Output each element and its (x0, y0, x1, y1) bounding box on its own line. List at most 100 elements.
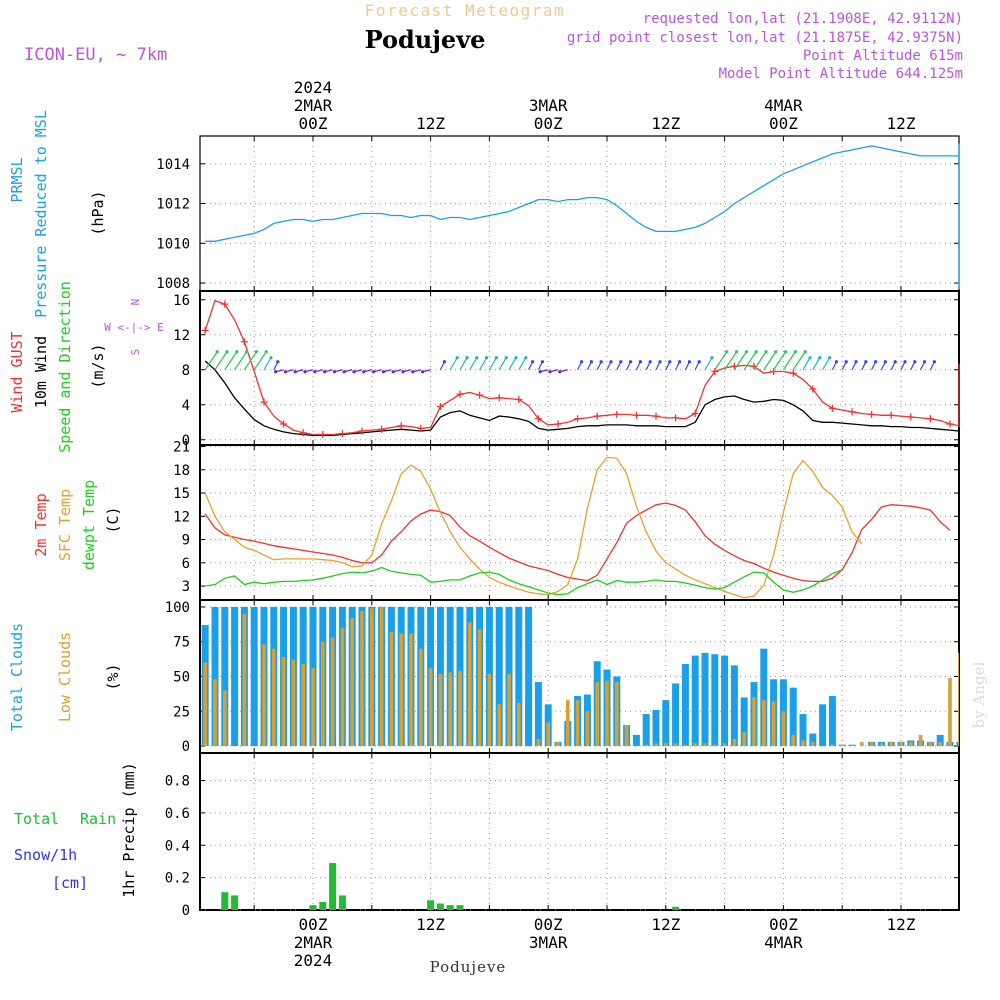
rain-label-a: Total (14, 810, 59, 828)
wind-arrow-head (465, 356, 469, 360)
low-cloud-bar (683, 744, 688, 747)
total-cloud-bar (711, 654, 719, 747)
low-cloud-bar (350, 618, 354, 747)
x-top-label: 12Z (887, 114, 916, 133)
gust-marker (868, 410, 876, 418)
low-cloud-bar (458, 670, 462, 747)
low-cloud-bar (948, 677, 952, 747)
x-top-label: 12Z (416, 114, 445, 133)
cloud-unit: (%) (104, 663, 122, 690)
total-cloud-bar (632, 734, 640, 747)
low-cloud-bar (213, 679, 217, 747)
wind-arrow (724, 351, 738, 371)
low-cloud-bar (644, 744, 648, 747)
wind-arrow-head (754, 350, 758, 354)
rain-bar (446, 905, 454, 910)
low-cloud-bar (575, 700, 580, 747)
model-name: ICON-EU, ~ 7km (24, 45, 167, 65)
gridpoint-coords: grid point closest lon,lat (21.1875E, 42… (567, 30, 963, 46)
direction-label: Speed and Direction (56, 281, 74, 453)
gust-marker (495, 394, 503, 402)
x-top-label: 3MAR (529, 96, 568, 115)
gust-marker (593, 412, 601, 420)
wind-arrow-head (531, 360, 535, 364)
total-cloud-bar (721, 655, 729, 747)
wind-arrow (773, 351, 787, 371)
low-cloud-bar (311, 668, 315, 747)
low-cloud-bar (771, 701, 776, 747)
low-cloud-bar (360, 611, 364, 747)
low-cloud-bar (428, 668, 433, 747)
wind-arrow-head (678, 360, 682, 364)
wind-arrow-head (913, 360, 917, 364)
gust-marker (456, 390, 464, 398)
x-bottom-label: 3MAR (529, 933, 568, 952)
wind-arrow-head (932, 360, 937, 364)
total-cloud-bar (652, 709, 660, 747)
requested-coords: requested lon,lat (21.1908E, 42.9112N) (643, 11, 963, 27)
wind-arrow (449, 357, 458, 371)
point-altitude: Point Altitude 615m (803, 48, 963, 64)
y-tick-label: 0 (182, 903, 190, 919)
sfc-temp-label: SFC Temp (56, 489, 74, 561)
total-cloud-bar (672, 683, 680, 747)
gust-marker (338, 430, 346, 438)
wind-arrow-head (391, 370, 395, 374)
wind-arrow (469, 357, 478, 371)
wind-arrow-head (293, 370, 297, 374)
pressure-label-long: Pressure Reduced to MSL (32, 110, 50, 318)
total-cloud-bar (515, 606, 523, 747)
low-cloud-bar (223, 690, 227, 747)
wind-arrow-head (303, 370, 307, 374)
wind-arrow-head (854, 360, 858, 364)
y-tick-label: 9 (182, 533, 190, 549)
low-cloud-bar (938, 741, 942, 747)
low-cloud-bar (321, 641, 325, 747)
wind-arrow-head (697, 360, 701, 364)
gust-marker (378, 425, 386, 433)
wind-arrow-head (648, 360, 652, 364)
rain-label-b: Rain (80, 810, 116, 828)
wind-arrow-head (538, 370, 542, 374)
total-cloud-bar (211, 606, 219, 747)
gust-marker (358, 427, 366, 435)
wind-arrow-head (269, 356, 273, 360)
temp2m-label: 2m Temp (32, 493, 50, 556)
low-cloud-bar (928, 741, 933, 747)
gust-marker (397, 422, 405, 430)
wind-arrow-head (883, 360, 888, 364)
compass-north: N (129, 299, 142, 306)
y-tick-label: 50 (173, 670, 190, 686)
low-cloud-bar (673, 743, 678, 747)
y-tick-label: 0.6 (165, 806, 190, 822)
low-cloud-bar (536, 739, 541, 747)
low-cloud-bar (399, 633, 403, 747)
rain-bar (436, 903, 444, 910)
x-bottom-label: 2MAR (294, 933, 333, 952)
wind-arrow (479, 357, 488, 371)
low-cloud-bar (713, 744, 717, 747)
wind-arrow (753, 351, 767, 371)
low-cloud-bar (330, 637, 335, 747)
gust-marker (672, 414, 680, 422)
wind-arrow (224, 351, 238, 371)
low-cloud-bar (899, 741, 903, 747)
wind-arrow (704, 357, 713, 371)
wind-arrow-head (744, 350, 749, 354)
wind-arrow-head (245, 350, 249, 354)
rain-bar (329, 863, 337, 910)
rain-bar (338, 895, 346, 910)
low-cloud-bar (517, 702, 521, 747)
low-cloud-bar (889, 741, 893, 747)
rain-bar (672, 906, 680, 910)
low-cloud-bar (546, 722, 550, 747)
wind-arrow-head (264, 350, 268, 354)
total-cloud-bar (701, 652, 709, 747)
rain-bar (231, 895, 239, 910)
sfc-temp-line (204, 456, 863, 599)
wind-unit: (m/s) (89, 343, 107, 388)
wind-arrow-head (710, 356, 714, 360)
wind-arrow-head (818, 356, 822, 360)
pressure-line (205, 143, 960, 289)
temp-unit: (C) (104, 506, 122, 533)
